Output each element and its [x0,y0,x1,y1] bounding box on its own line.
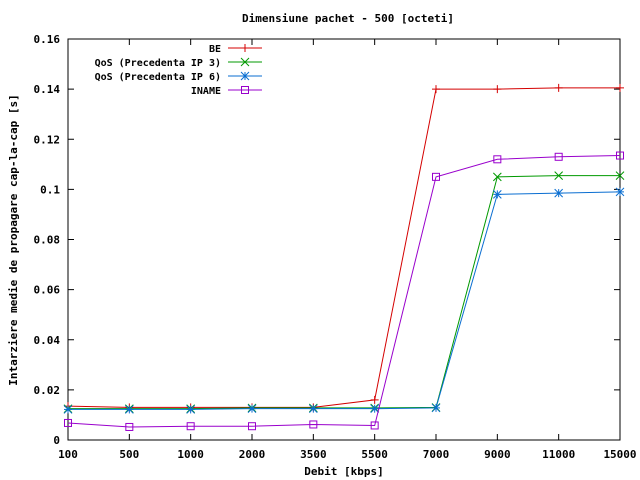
data-point [186,422,195,431]
legend-marker [241,86,249,94]
y-tick-label: 0.1 [40,183,60,196]
x-tick-label: 3500 [300,448,327,461]
x-tick-label: 15000 [603,448,636,461]
data-point [554,83,563,92]
data-point [248,422,256,431]
data-point [492,172,502,182]
data-point [432,85,440,94]
y-tick-label: 0.16 [34,33,61,46]
data-point [554,188,564,198]
data-point [186,405,196,414]
data-point [432,172,440,181]
y-axis: 0 0.02 0.04 0.06 0.08 0.1 0.12 0.14 0.16 [34,33,620,447]
x-axis-label: Debit [kbps] [304,465,383,478]
series-2 [63,187,625,414]
x-tick-label: 5500 [361,448,388,461]
y-tick-label: 0.06 [34,284,61,297]
series-0 [64,83,624,412]
data-point [124,405,134,414]
series-1 [63,171,625,414]
legend-marker [240,57,250,67]
x-axis: 100 500 1000 2000 3500 5500 7000 9000 11000 15000 [58,39,637,461]
y-tick-label: 0.04 [34,334,61,347]
data-point [616,151,624,160]
data-point [615,187,625,197]
y-tick-label: 0.02 [34,384,61,397]
data-point [554,152,563,161]
data-point [64,418,72,427]
series-line [68,175,620,410]
x-tick-label: 7000 [423,448,450,461]
x-tick-label: 100 [58,448,78,461]
data-point [493,85,502,94]
legend-label: QoS (Precedenta IP 6) [95,72,221,83]
legend-label: QoS (Precedenta IP 3) [95,58,221,69]
data-point [431,403,441,413]
chart-title: Dimensiune pachet - 500 [octeti] [242,12,454,25]
data-point [247,404,257,414]
legend-label: INAME [191,86,221,97]
y-axis-label: Intarziere medie de propagare cap-la-cap… [7,94,20,385]
data-point [370,395,379,404]
y-tick-label: 0.08 [34,234,61,247]
x-tick-label: 9000 [484,448,511,461]
legend: BE QoS (Precedenta IP 3) QoS (Precedenta I… [95,44,262,97]
x-tick-label: 11000 [542,448,575,461]
data-point [493,155,502,164]
legend-label: BE [209,44,221,55]
series-layer [63,83,625,431]
x-tick-label: 2000 [239,448,266,461]
series-line [67,155,621,428]
data-point [309,420,318,429]
data-point [492,190,502,199]
data-point [615,171,625,180]
legend-marker [241,44,249,52]
data-point [370,421,379,430]
x-tick-label: 500 [119,448,139,461]
y-tick-label: 0 [53,434,60,447]
series-3 [64,151,624,431]
data-point [616,83,624,92]
y-tick-label: 0.14 [34,83,61,96]
data-point [554,171,564,180]
legend-marker [240,71,250,81]
series-line [68,191,621,410]
data-point [370,404,380,414]
data-point [125,422,134,431]
x-tick-label: 1000 [177,448,204,461]
y-tick-label: 0.12 [34,133,61,146]
data-point [308,404,318,414]
plot-area-frame [67,38,621,441]
data-point [63,405,73,414]
series-line [67,87,620,408]
